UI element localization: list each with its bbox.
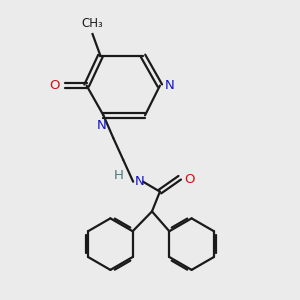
Text: O: O xyxy=(49,79,60,92)
Text: N: N xyxy=(135,175,145,188)
Text: O: O xyxy=(185,173,195,186)
Text: N: N xyxy=(97,119,106,132)
Text: CH₃: CH₃ xyxy=(82,17,104,30)
Text: N: N xyxy=(165,79,175,92)
Text: H: H xyxy=(113,169,123,182)
